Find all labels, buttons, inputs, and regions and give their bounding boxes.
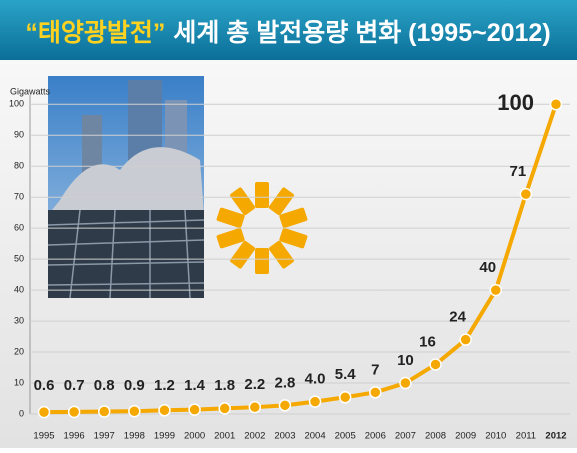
value-label: 5.4 [335,366,357,383]
x-tick-label: 2003 [274,431,295,442]
value-label: 0.7 [64,377,85,394]
value-label: 71 [510,163,527,180]
photo [48,76,204,298]
sun-ray [255,182,269,208]
y-tick-label: 80 [14,161,24,171]
data-point [159,405,170,416]
y-tick-label: 100 [9,99,24,109]
y-tick-label: 10 [14,377,24,387]
sun-ray [255,248,269,274]
data-point [189,404,200,415]
value-label: 10 [397,352,414,369]
value-label: 1.4 [184,377,206,394]
value-label: 7 [371,361,379,378]
data-point [39,407,50,418]
x-tick-label: 2005 [335,431,356,442]
data-point [490,285,501,296]
chart-title: “태양광발전” 세계 총 발전용량 변화 (1995~2012) [25,19,550,47]
x-tick-label: 2011 [516,431,536,442]
x-tick-label: 2002 [244,431,265,442]
x-tick-label: 2006 [365,431,386,442]
x-tick-label: 2008 [425,431,446,442]
value-label: 1.8 [214,377,235,394]
data-point [219,403,230,414]
x-tick-label: 2010 [485,431,506,442]
value-label: 16 [419,333,436,350]
y-tick-label: 90 [14,130,24,140]
y-tick-label: 60 [14,223,24,233]
value-label: 4.0 [305,371,326,388]
data-point [129,406,140,417]
value-label: 0.8 [94,377,115,394]
value-label: 24 [449,309,466,326]
value-label: 40 [479,259,496,276]
value-label: 0.6 [34,377,55,394]
x-tick-label: 1996 [64,431,85,442]
value-label: 100 [497,90,534,115]
data-point [99,406,110,417]
x-tick-label: 2001 [214,431,235,442]
value-label: 2.2 [244,376,265,393]
y-tick-label: 30 [14,315,24,325]
data-point [520,189,531,200]
x-tick-label: 2012 [545,431,566,442]
y-tick-label: 50 [14,254,24,264]
data-point [279,400,290,411]
y-tick-label: 0 [19,408,24,418]
data-point [340,392,351,403]
data-point [430,359,441,370]
y-tick-label: 40 [14,284,24,294]
y-tick-label: 20 [14,346,24,356]
data-point [370,387,381,398]
data-point [249,402,260,413]
value-label: 0.9 [124,377,145,394]
x-tick-label: 1999 [154,431,175,442]
x-tick-label: 2000 [184,431,205,442]
x-tick-label: 1998 [124,431,145,442]
data-point [551,99,562,110]
y-tick-label: 70 [14,192,24,202]
data-point [400,378,411,389]
chart: “태양광발전” 세계 총 발전용량 변화 (1995~2012) Gigawatt… [0,0,577,448]
data-point [69,406,80,417]
value-label: 2.8 [275,374,296,391]
x-tick-label: 2009 [455,431,476,442]
x-tick-label: 2007 [395,431,416,442]
x-tick-label: 2004 [304,431,325,442]
title-rest: 세계 총 발전용량 변화 (1995~2012) [173,19,550,47]
x-tick-label: 1995 [33,431,54,442]
title-highlight: “태양광발전” [25,19,165,47]
data-point [460,334,471,345]
data-point [310,396,321,407]
value-label: 1.2 [154,377,175,394]
x-tick-label: 1997 [94,431,115,442]
y-axis-label: Gigawatts [10,86,51,96]
